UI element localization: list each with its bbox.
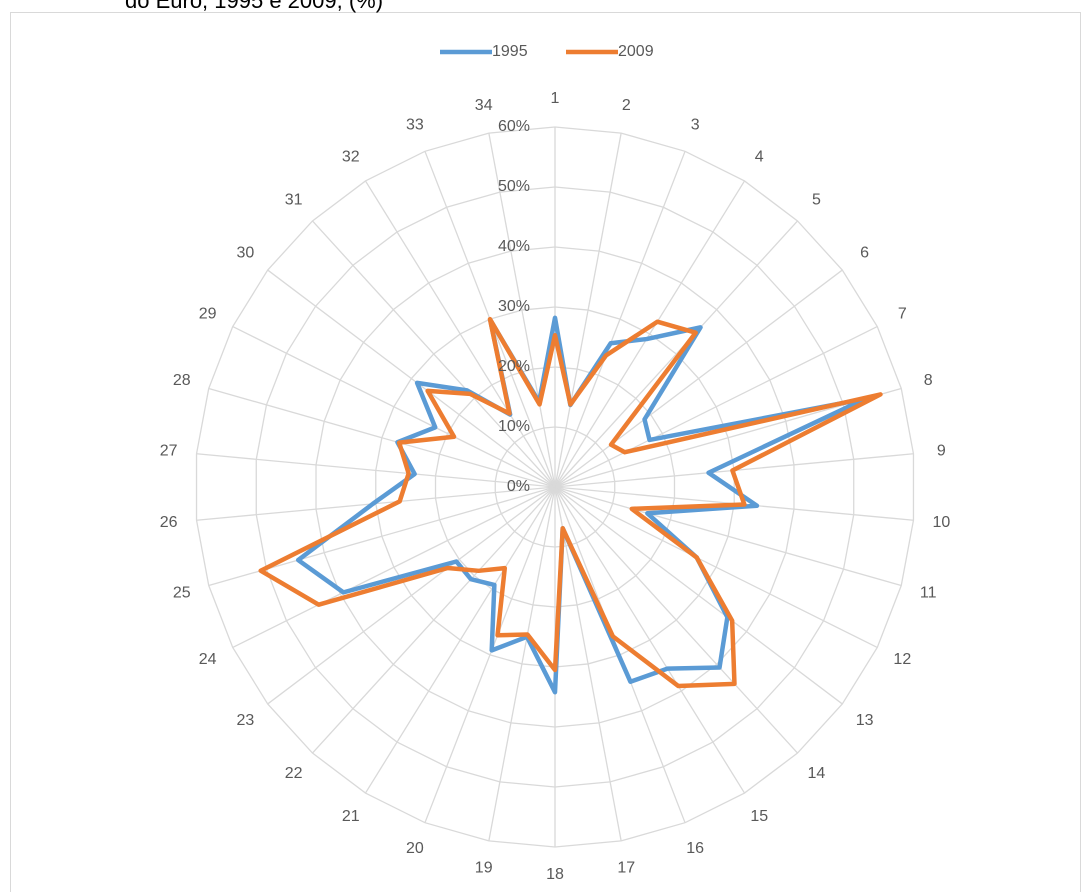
spoke bbox=[554, 269, 843, 488]
spoke bbox=[554, 486, 622, 841]
category-label: 3 bbox=[691, 116, 700, 133]
category-label: 23 bbox=[236, 712, 254, 729]
radial-tick-label: 30% bbox=[498, 298, 530, 315]
spoke bbox=[554, 180, 746, 488]
category-label: 6 bbox=[860, 244, 869, 261]
spoke bbox=[554, 486, 843, 705]
category-label: 16 bbox=[686, 840, 704, 857]
series-line bbox=[258, 316, 883, 689]
radial-tick-label: 10% bbox=[498, 418, 530, 435]
spoke bbox=[424, 486, 556, 823]
spoke bbox=[554, 486, 902, 587]
legend-label: 1995 bbox=[492, 43, 528, 60]
category-label: 33 bbox=[406, 116, 424, 133]
category-label: 34 bbox=[475, 97, 493, 114]
radial-tick-label: 0% bbox=[507, 478, 530, 495]
spoke bbox=[554, 486, 746, 794]
spoke bbox=[311, 486, 556, 754]
legend-label: 2009 bbox=[618, 43, 654, 60]
spoke bbox=[267, 269, 556, 488]
spoke bbox=[364, 486, 556, 794]
spoke bbox=[311, 220, 556, 488]
category-label: 20 bbox=[406, 840, 424, 857]
spoke bbox=[554, 151, 686, 488]
spoke bbox=[554, 325, 878, 488]
radial-tick-label: 50% bbox=[498, 178, 530, 195]
category-label: 4 bbox=[755, 148, 764, 165]
radial-tick-label: 40% bbox=[498, 238, 530, 255]
spoke bbox=[488, 133, 556, 488]
category-label: 26 bbox=[160, 514, 178, 531]
category-label: 15 bbox=[750, 808, 768, 825]
spoke bbox=[364, 180, 556, 488]
category-label: 10 bbox=[932, 514, 950, 531]
category-label: 11 bbox=[920, 584, 937, 601]
spoke bbox=[488, 486, 556, 841]
category-label: 29 bbox=[199, 305, 217, 322]
category-label: 25 bbox=[173, 584, 191, 601]
category-label: 30 bbox=[236, 244, 254, 261]
chart-border bbox=[10, 12, 1081, 892]
category-label: 21 bbox=[342, 808, 360, 825]
category-label: 1 bbox=[551, 90, 560, 107]
category-label: 28 bbox=[173, 372, 191, 389]
category-label: 12 bbox=[893, 651, 911, 668]
spoke bbox=[554, 486, 878, 649]
spoke bbox=[232, 325, 556, 488]
category-label: 9 bbox=[937, 442, 946, 459]
category-label: 14 bbox=[807, 765, 825, 782]
category-label: 8 bbox=[924, 372, 933, 389]
spoke bbox=[232, 486, 556, 649]
category-label: 24 bbox=[199, 651, 217, 668]
chart-title: do Euro, 1995 e 2009, (%) bbox=[125, 0, 383, 13]
category-label: 17 bbox=[617, 860, 635, 877]
category-label: 27 bbox=[160, 442, 178, 459]
category-label: 2 bbox=[622, 97, 631, 114]
spoke bbox=[554, 220, 799, 488]
radial-tick-label: 20% bbox=[498, 358, 530, 375]
spoke bbox=[196, 453, 556, 488]
category-label: 31 bbox=[285, 191, 303, 208]
category-label: 22 bbox=[285, 765, 303, 782]
spoke bbox=[267, 486, 556, 705]
category-label: 5 bbox=[812, 191, 821, 208]
series-line bbox=[295, 315, 868, 695]
spoke bbox=[554, 133, 622, 488]
spoke bbox=[554, 486, 799, 754]
category-label: 19 bbox=[475, 860, 493, 877]
category-label: 32 bbox=[342, 148, 360, 165]
category-label: 7 bbox=[898, 305, 907, 322]
radial-tick-label: 60% bbox=[498, 118, 530, 135]
category-label: 13 bbox=[856, 712, 874, 729]
category-label: 18 bbox=[546, 866, 564, 883]
spoke bbox=[208, 387, 556, 488]
